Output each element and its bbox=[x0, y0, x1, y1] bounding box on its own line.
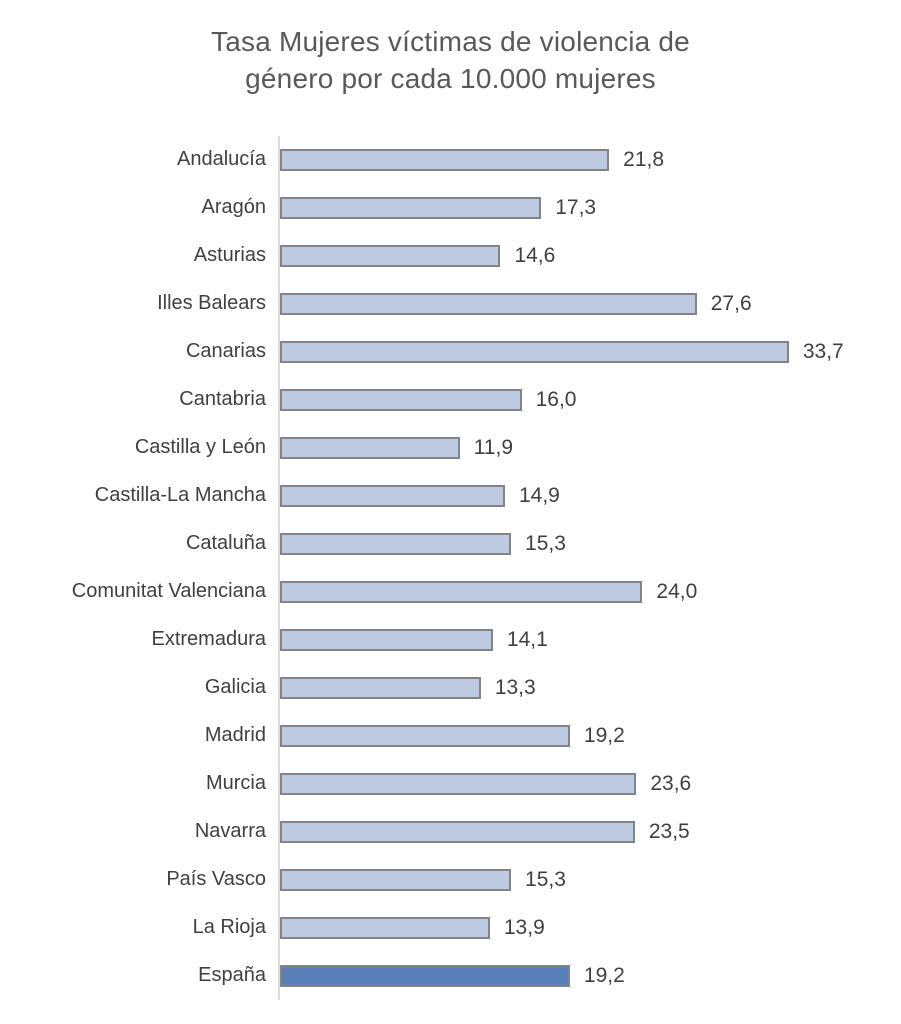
bar-row: Asturias 14,6 bbox=[0, 231, 901, 280]
value-label: 19,2 bbox=[583, 963, 625, 987]
bar-row: Cataluña 15,3 bbox=[0, 519, 901, 568]
value-label: 23,5 bbox=[648, 819, 690, 843]
plot-area: 23,6 bbox=[278, 759, 901, 808]
bar bbox=[280, 868, 512, 891]
plot-area: 16,0 bbox=[278, 375, 901, 424]
chart-title: Tasa Mujeres víctimas de violencia de gén… bbox=[0, 24, 901, 98]
bar bbox=[280, 340, 789, 363]
bar-row: Castilla y León 11,9 bbox=[0, 423, 901, 472]
bar bbox=[280, 628, 493, 651]
category-label: España bbox=[198, 964, 266, 987]
value-label: 23,6 bbox=[650, 771, 692, 795]
plot-area: 14,6 bbox=[278, 231, 901, 280]
bar-row: Cantabria 16,0 bbox=[0, 375, 901, 424]
category-label: Comunitat Valenciana bbox=[71, 580, 266, 603]
bar-row: Canarias 33,7 bbox=[0, 327, 901, 376]
bar bbox=[280, 676, 481, 699]
bar bbox=[280, 196, 542, 219]
bar bbox=[280, 388, 522, 411]
plot-area: 27,6 bbox=[278, 279, 901, 328]
category-label: Navarra bbox=[194, 820, 266, 843]
category-label: Murcia bbox=[205, 772, 266, 795]
value-label: 24,0 bbox=[656, 579, 698, 603]
category-label: Cantabria bbox=[179, 388, 266, 411]
category-label: Extremadura bbox=[151, 628, 267, 651]
plot-area: 21,8 bbox=[278, 135, 901, 184]
value-label: 15,3 bbox=[525, 867, 566, 891]
category-label: Castilla-La Mancha bbox=[94, 484, 266, 507]
category-label: Galicia bbox=[204, 676, 266, 699]
category-label: Andalucía bbox=[177, 148, 266, 171]
plot-area: 19,2 bbox=[278, 711, 901, 760]
bar bbox=[280, 292, 697, 315]
bar-row: España 19,2 bbox=[0, 951, 901, 1000]
plot-area: 17,3 bbox=[278, 183, 901, 232]
bar-row: Aragón 17,3 bbox=[0, 183, 901, 232]
plot-area: 15,3 bbox=[278, 519, 901, 568]
value-label: 19,2 bbox=[583, 723, 625, 747]
bar bbox=[280, 148, 610, 171]
category-label: Canarias bbox=[185, 340, 266, 363]
bar-row: Illes Balears 27,6 bbox=[0, 279, 901, 328]
bar bbox=[280, 436, 460, 459]
value-label: 15,3 bbox=[525, 531, 566, 555]
value-label: 27,6 bbox=[710, 291, 752, 315]
plot-area: 14,1 bbox=[278, 615, 901, 664]
value-label: 21,8 bbox=[623, 147, 665, 171]
value-label: 11,9 bbox=[473, 435, 514, 459]
category-label: Asturias bbox=[193, 244, 266, 267]
value-label: 33,7 bbox=[802, 339, 844, 363]
bar-row: Navarra 23,5 bbox=[0, 807, 901, 856]
bar-row: Murcia 23,6 bbox=[0, 759, 901, 808]
bar bbox=[280, 580, 643, 603]
plot-area: 23,5 bbox=[278, 807, 901, 856]
bar bbox=[280, 724, 570, 747]
plot-area: 13,3 bbox=[278, 663, 901, 712]
plot-area: 15,3 bbox=[278, 855, 901, 904]
category-label: Illes Balears bbox=[157, 292, 266, 315]
bar bbox=[280, 244, 501, 267]
bar-row: Extremadura 14,1 bbox=[0, 615, 901, 664]
plot-area: 13,9 bbox=[278, 903, 901, 952]
category-label: Madrid bbox=[204, 724, 266, 747]
bar bbox=[280, 916, 490, 939]
category-label: País Vasco bbox=[166, 868, 266, 891]
bar bbox=[280, 772, 637, 795]
plot-area: 11,9 bbox=[278, 423, 901, 472]
plot-area: 33,7 bbox=[278, 327, 901, 376]
plot-area: 14,9 bbox=[278, 471, 901, 520]
chart-title-line1: Tasa Mujeres víctimas de violencia de bbox=[211, 26, 690, 57]
plot-area: 24,0 bbox=[278, 567, 901, 616]
category-label: Cataluña bbox=[185, 532, 266, 555]
category-label: Aragón bbox=[201, 196, 267, 219]
bar-row: Comunitat Valenciana 24,0 bbox=[0, 567, 901, 616]
bar-row: País Vasco 15,3 bbox=[0, 855, 901, 904]
bar bbox=[280, 532, 512, 555]
value-label: 14,1 bbox=[506, 627, 548, 651]
bar bbox=[280, 820, 635, 843]
bar bbox=[280, 484, 505, 507]
bar-row: Madrid 19,2 bbox=[0, 711, 901, 760]
value-label: 17,3 bbox=[555, 195, 597, 219]
bar-row: Galicia 13,3 bbox=[0, 663, 901, 712]
value-label: 16,0 bbox=[535, 387, 577, 411]
chart-title-line2: género por cada 10.000 mujeres bbox=[245, 62, 656, 94]
value-label: 14,6 bbox=[514, 243, 556, 267]
category-label: Castilla y León bbox=[134, 436, 266, 459]
value-label: 13,9 bbox=[503, 915, 545, 939]
bar-row: Castilla-La Mancha 14,9 bbox=[0, 471, 901, 520]
bar-row: La Rioja 13,9 bbox=[0, 903, 901, 952]
category-label: La Rioja bbox=[192, 916, 266, 939]
bar-chart: Andalucía 21,8 Aragón 17,3 Asturias 14,6 Illes… bbox=[0, 135, 901, 1000]
value-label: 13,3 bbox=[494, 675, 536, 699]
value-label: 14,9 bbox=[518, 483, 560, 507]
plot-area: 19,2 bbox=[278, 951, 901, 1000]
bar-highlighted bbox=[280, 964, 570, 987]
bar-row: Andalucía 21,8 bbox=[0, 135, 901, 184]
